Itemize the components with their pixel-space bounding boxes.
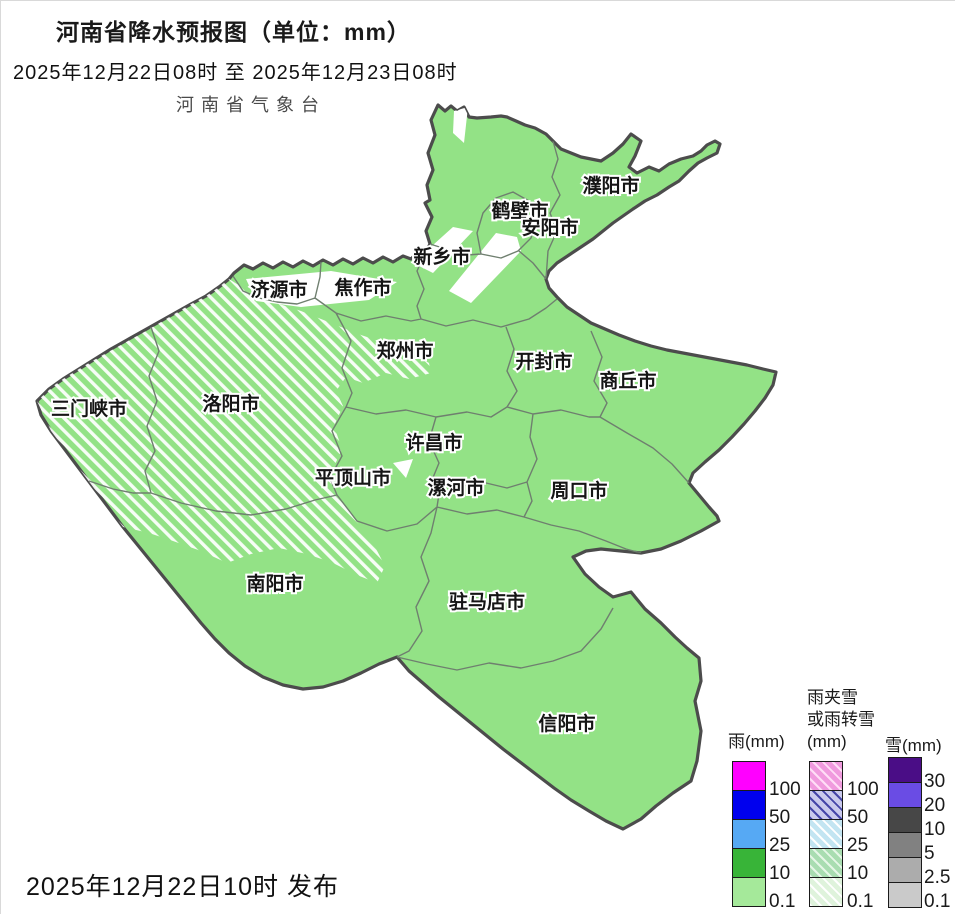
legend-swatch [732, 819, 766, 849]
legend-value: 0.1 [924, 891, 951, 912]
legend-swatch [732, 848, 766, 878]
legend-value: 0.1 [769, 891, 796, 912]
legend-swatch [888, 857, 922, 883]
sleet-legend-title: 雨夹雪 或雨转雪 (mm) [807, 687, 875, 753]
legend-value: 50 [769, 807, 791, 828]
agency-name: 河南省气象台 [176, 95, 326, 115]
sleet-legend-swatches [809, 761, 843, 907]
city-label: 郑州市 [376, 339, 433, 362]
city-label: 焦作市 [333, 276, 391, 299]
no-precip-area [393, 459, 413, 478]
legend-value: 100 [769, 779, 801, 800]
page-title: 河南省降水预报图（单位：mm） [56, 19, 411, 45]
no-precip-area [413, 227, 473, 273]
no-precip-area [449, 233, 521, 303]
city-label: 三门峡市 [51, 397, 127, 420]
legend-value: 2.5 [924, 867, 951, 888]
no-precip-area [246, 271, 397, 307]
legend-value: 25 [847, 835, 869, 856]
city-label: 濮阳市 [582, 174, 639, 197]
legend-value: 100 [847, 779, 879, 800]
no-precip-area [453, 107, 468, 143]
city-label: 新乡市 [413, 245, 470, 268]
legend-swatch [732, 761, 766, 791]
no-precip-areas [246, 107, 521, 478]
legend-value: 30 [924, 771, 946, 792]
legend-swatch [888, 832, 922, 858]
legend-swatch [809, 819, 843, 849]
legend-swatch [888, 757, 922, 783]
city-label: 商丘市 [599, 369, 656, 392]
legend-swatch [809, 848, 843, 878]
city-label: 平顶山市 [315, 466, 391, 489]
rain-legend-title: 雨(mm) [728, 732, 785, 751]
city-label: 鹤壁市 [491, 199, 548, 222]
sleet-legend-title-line: 或雨转雪 [807, 710, 875, 729]
sleet-hatch-area [37, 279, 431, 583]
city-label: 周口市 [550, 479, 607, 502]
legend-swatch [809, 761, 843, 791]
forecast-time-range: 2025年12月22日08时 至 2025年12月23日08时 [13, 62, 458, 84]
city-label: 许昌市 [405, 431, 462, 454]
legend-swatch [888, 882, 922, 908]
legend-swatch [732, 877, 766, 907]
legend-value: 50 [847, 807, 869, 828]
legend-swatch [888, 807, 922, 833]
legend-swatch [888, 782, 922, 808]
legend-swatch [732, 790, 766, 820]
sleet-legend-title-line: (mm) [807, 732, 847, 751]
city-label: 漯河市 [427, 476, 484, 499]
legend-value: 10 [924, 819, 946, 840]
legend-value: 25 [769, 835, 791, 856]
city-label: 南阳市 [246, 572, 303, 595]
legend-value: 5 [924, 843, 935, 864]
snow-legend-swatches [888, 757, 922, 908]
city-label: 洛阳市 [202, 392, 259, 415]
legend-value: 10 [769, 863, 791, 884]
city-borders [88, 140, 690, 671]
legend-value: 20 [924, 795, 946, 816]
city-label: 安阳市 [521, 216, 578, 239]
city-label: 开封市 [515, 350, 572, 373]
city-label: 信阳市 [538, 712, 595, 735]
legend-value: 0.1 [847, 891, 874, 912]
legend-swatch [809, 877, 843, 907]
legend-value: 10 [847, 863, 869, 884]
release-time: 2025年12月22日10时 发布 [26, 873, 339, 901]
rain-legend-swatches [732, 761, 766, 907]
city-label: 驻马店市 [449, 590, 525, 613]
city-label: 济源市 [250, 278, 307, 301]
legend-swatch [809, 790, 843, 820]
sleet-legend-title-line: 雨夹雪 [807, 688, 858, 707]
snow-legend-title: 雪(mm) [885, 736, 942, 755]
